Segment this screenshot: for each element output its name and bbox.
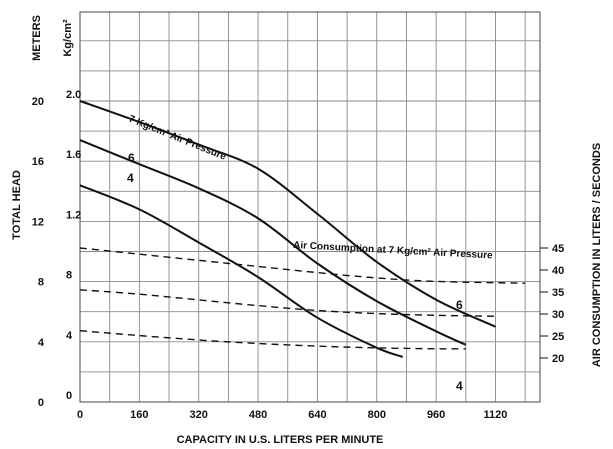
x-axis-tick-label: 640: [308, 409, 326, 421]
pressure-axis-tick-label: 4: [66, 330, 73, 342]
air-curve-4: [79, 330, 466, 350]
performance-curves: [79, 100, 526, 358]
right-axis-tick-label: 25: [552, 331, 564, 343]
x-axis-tick-label: 800: [368, 409, 386, 421]
pressure-axis-tick-label: 2.0: [66, 89, 81, 101]
meters-axis-tick-label: 16: [32, 156, 44, 168]
right-axis-tick-label: 35: [552, 287, 564, 299]
total-head-axis-title: TOTAL HEAD: [11, 170, 23, 240]
curve-label-4: 4: [127, 171, 134, 185]
head-curve-4: [79, 184, 404, 358]
x-axis-tick-label: 0: [77, 409, 83, 421]
meters-axis-tick-label: 8: [38, 277, 44, 289]
grid: [79, 11, 541, 403]
x-axis-tick-label: 320: [190, 409, 208, 421]
curve-label-7-pressure: 7 Kg/cm² Air Pressure: [127, 114, 228, 163]
air-label-7-pressure: Air Consumption at 7 Kg/cm² Air Pressure: [293, 240, 493, 261]
meters-axis-tick-label: 20: [32, 96, 44, 108]
pressure-axis-tick-label: 8: [66, 270, 72, 282]
right-axis-tick-label: 45: [552, 243, 564, 255]
x-axis-tick-label: 960: [427, 409, 445, 421]
pressure-axis-tick-label: 1.6: [66, 149, 81, 161]
meters-axis-tick-label: 0: [38, 397, 44, 409]
curve-label-6: 6: [128, 151, 135, 165]
air-label-4: 4: [456, 379, 463, 393]
pressure-axis-unit-label: Kg/cm²: [62, 19, 74, 57]
air-label-6: 6: [456, 298, 463, 312]
meters-axis-tick-label: 4: [38, 337, 45, 349]
meters-axis-tick-label: 12: [32, 216, 44, 228]
x-axis-tick-label: 480: [249, 409, 267, 421]
capacity-axis-title: CAPACITY IN U.S. LITERS PER MINUTE: [177, 434, 384, 446]
x-axis-tick-label: 1120: [484, 409, 508, 421]
right-axis-tick-label: 30: [552, 309, 564, 321]
pressure-axis-tick-label: 0: [66, 390, 72, 402]
right-axis-tick-label: 20: [552, 353, 564, 365]
meters-axis-unit-label: METERS: [31, 15, 43, 61]
air-consumption-axis-title: AIR CONSUMPTION IN LITERS / SECONDS: [591, 143, 603, 367]
x-axis-tick-label: 160: [130, 409, 148, 421]
plot-frame: [79, 11, 541, 403]
air-curve-6: [79, 289, 496, 317]
head-curve-6: [79, 139, 467, 346]
air-curve-7-pressure: [79, 247, 526, 284]
pressure-axis-tick-label: 1.2: [66, 209, 81, 221]
right-axis-tick-label: 40: [552, 265, 564, 277]
head-curve-7-pressure: [79, 100, 496, 328]
